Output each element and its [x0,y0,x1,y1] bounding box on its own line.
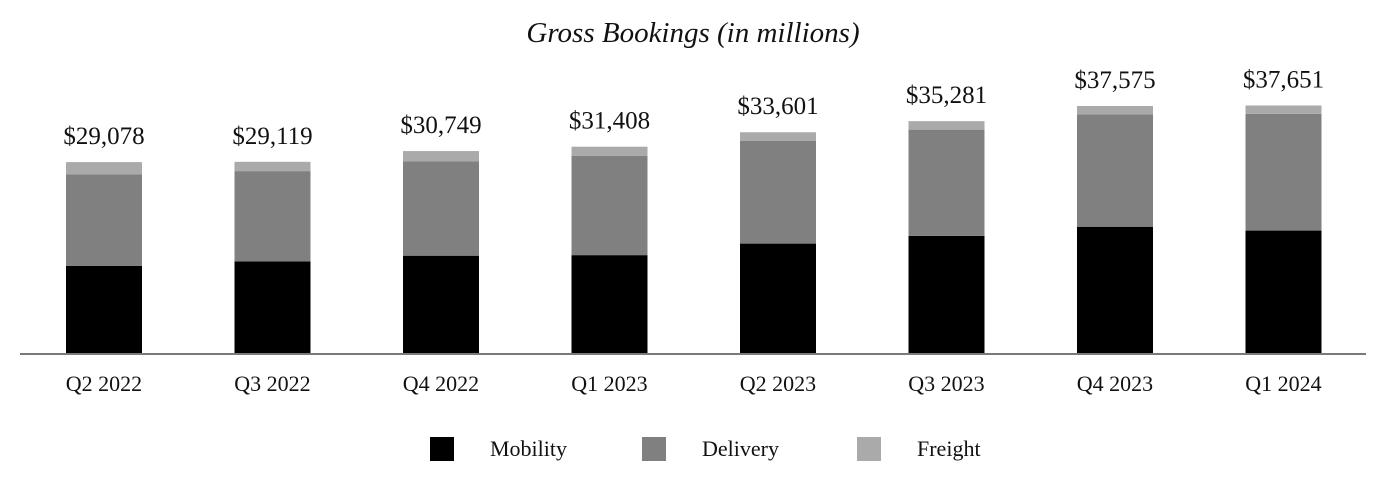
bar-freight-q4-2022 [403,151,479,162]
x-tick-label-q2-2022: Q2 2022 [66,371,142,396]
bar-delivery-q4-2023 [1077,114,1153,227]
bar-delivery-q3-2022 [234,171,311,262]
bar-mobility-q3-2023 [908,235,985,354]
x-tick-label-q2-2023: Q2 2023 [740,371,816,396]
x-tick-labels-group: Q2 2022 Q3 2022 Q4 2022 Q1 2023 Q2 2023 Q3 20… [66,371,1322,396]
legend-label-freight: Freight [917,436,981,461]
x-tick-label-q4-2022: Q4 2022 [403,371,479,396]
bar-delivery-q3-2023 [908,129,985,236]
x-tick-label-q1-2024: Q1 2024 [1245,371,1321,396]
legend-swatch-delivery [642,437,666,461]
bar-mobility-q2-2022 [66,265,142,354]
x-tick-label-q1-2023: Q1 2023 [571,371,647,396]
legend-label-delivery: Delivery [702,436,779,461]
bar-delivery-q1-2023 [571,155,648,256]
legend-swatch-freight [857,437,881,461]
bar-freight-q3-2023 [908,121,985,130]
legend: Mobility Delivery Freight [430,436,981,461]
legend-swatch-mobility [430,437,454,461]
bar-freight-q4-2023 [1077,106,1153,115]
bar-freight-q1-2023 [571,146,648,156]
total-label-q3-2022: $29,119 [232,123,312,150]
x-tick-label-q4-2023: Q4 2023 [1077,371,1153,396]
bars-group [66,105,1322,354]
bar-mobility-q1-2024 [1245,230,1322,354]
bar-delivery-q2-2022 [66,174,142,266]
total-label-q4-2023: $37,575 [1074,67,1155,94]
bar-freight-q2-2023 [740,132,816,141]
legend-label-mobility: Mobility [490,436,567,461]
x-tick-label-q3-2022: Q3 2022 [234,371,310,396]
total-label-q1-2024: $37,651 [1243,67,1324,94]
bar-freight-q1-2024 [1245,105,1322,114]
bar-freight-q3-2022 [234,161,311,172]
chart-title: Gross Bookings (in millions) [526,17,859,49]
total-label-q3-2023: $35,281 [906,82,987,109]
total-label-q1-2023: $31,408 [569,108,650,135]
bar-delivery-q4-2022 [403,161,479,256]
total-label-q2-2022: $29,078 [63,123,144,150]
total-label-q2-2023: $33,601 [737,93,818,120]
bar-mobility-q4-2023 [1077,226,1153,354]
bar-freight-q2-2022 [66,162,142,175]
bar-mobility-q4-2022 [403,255,479,354]
bar-mobility-q1-2023 [571,255,648,354]
bar-mobility-q2-2023 [740,243,816,354]
total-label-q4-2022: $30,749 [400,112,481,139]
bar-delivery-q1-2024 [1245,113,1322,231]
total-labels-group: $29,078 $29,119 $30,749 $31,408 $33,601 $35,2… [63,67,1324,151]
x-tick-label-q3-2023: Q3 2023 [908,371,984,396]
bar-delivery-q2-2023 [740,140,816,244]
bar-mobility-q3-2022 [234,261,311,354]
